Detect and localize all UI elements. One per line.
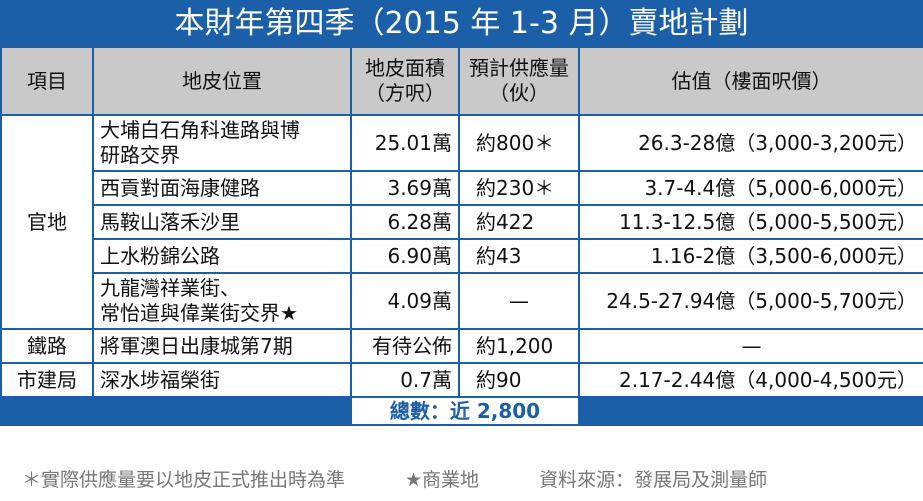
cell: 26.3-28億（3,000-3,200元） xyxy=(578,114,923,172)
total: 總數：近 2,800 xyxy=(350,396,580,426)
cell: 深水埗福榮街 xyxy=(92,362,352,398)
footnotes: ＊實際供應量要以地皮正式推出時為準 ★商業地 資料來源：發展局及測量師 xyxy=(0,456,923,501)
table-row: 上水粉錦公路 6.90萬 約43 1.16-2億（3,500-6,000元） xyxy=(1,238,923,274)
cell: 25.01萬 xyxy=(350,114,460,172)
table-row: 九龍灣祥業街、 常怡道與偉業街交界★ 4.09萬 —24.5-27.94億（5,00… xyxy=(1,272,923,330)
column-header: 地皮位置 xyxy=(92,48,352,116)
cell: 2.17-2.44億（4,000-4,500元） xyxy=(578,362,923,398)
table-row: 鐵路 將軍澳日出康城第7期 有待公佈 約1,200— xyxy=(0,328,923,364)
cell: — xyxy=(578,328,923,364)
footnote: ＊實際供應量要以地皮正式推出時為準 xyxy=(22,469,346,491)
group-label: 市建局 xyxy=(0,362,94,398)
cell: 大埔白石角科進路與博 研路交界 xyxy=(92,114,352,172)
table-row: 市建局 深水埗福榮街 0.7萬 約90 2.17-2.44億（4,000-4,500元） xyxy=(0,362,923,398)
table-row: 西貢對面海康健路 3.69萬 約230＊ 3.7-4.4億（5,000-6,000元） xyxy=(1,170,923,206)
column-header: 預計供應量 （伙） xyxy=(458,48,580,116)
cell: 馬鞍山落禾沙里 xyxy=(92,204,352,240)
land-sale-table: 項目 地皮位置 地皮面積 （方呎） 預計供應量 （伙） 估值（樓面呎價） 官地 大埔白石角… xyxy=(0,48,923,426)
footnote: ★商業地 xyxy=(405,469,480,491)
total-row: 總數：近 2,800 xyxy=(0,396,923,426)
group-label: 鐵路 xyxy=(0,328,94,364)
table-row: 馬鞍山落禾沙里 6.28萬 約422 11.3-12.5億（5,000-5,500元） xyxy=(1,204,923,240)
title: 本財年第四季（2015 年 1-3 月）賣地計劃 xyxy=(0,0,923,48)
header-row: 項目 地皮位置 地皮面積 （方呎） 預計供應量 （伙） 估值（樓面呎價） xyxy=(0,48,923,116)
total-pad xyxy=(0,396,352,426)
cell: 西貢對面海康健路 xyxy=(92,170,352,206)
cell: 6.90萬 xyxy=(350,238,460,274)
table-body: 官地 大埔白石角科進路與博 研路交界 25.01萬 約800＊ 26.3-28億（3,0… xyxy=(0,114,923,426)
footnote: 資料來源：發展局及測量師 xyxy=(539,469,768,491)
cell: — xyxy=(458,272,580,330)
table-row: 官地 大埔白石角科進路與博 研路交界 25.01萬 約800＊ 26.3-28億（3,0… xyxy=(0,114,923,330)
cell: 6.28萬 xyxy=(350,204,460,240)
column-header: 地皮面積 （方呎） xyxy=(350,48,460,116)
total-pad xyxy=(578,396,923,426)
cell: 上水粉錦公路 xyxy=(92,238,352,274)
cell: 1.16-2億（3,500-6,000元） xyxy=(578,238,923,274)
cell: 約422 xyxy=(458,204,580,240)
cell: 約90 xyxy=(458,362,580,398)
column-header: 估值（樓面呎價） xyxy=(578,48,923,116)
cell: 約230＊ xyxy=(458,170,580,206)
cell: 3.7-4.4億（5,000-6,000元） xyxy=(578,170,923,206)
cell: 0.7萬 xyxy=(350,362,460,398)
cell: 將軍澳日出康城第7期 xyxy=(92,328,352,364)
cell: 11.3-12.5億（5,000-5,500元） xyxy=(578,204,923,240)
cell: 有待公佈 xyxy=(350,328,460,364)
group-label: 官地 xyxy=(0,114,94,330)
cell: 4.09萬 xyxy=(350,272,460,330)
cell: 約1,200 xyxy=(458,328,580,364)
cell: 約800＊ xyxy=(458,114,580,172)
cell: 24.5-27.94億（5,000-5,700元） xyxy=(578,272,923,330)
column-header: 項目 xyxy=(0,48,94,116)
cell: 約43 xyxy=(458,238,580,274)
cell: 九龍灣祥業街、 常怡道與偉業街交界★ xyxy=(92,272,352,330)
cell: 3.69萬 xyxy=(350,170,460,206)
